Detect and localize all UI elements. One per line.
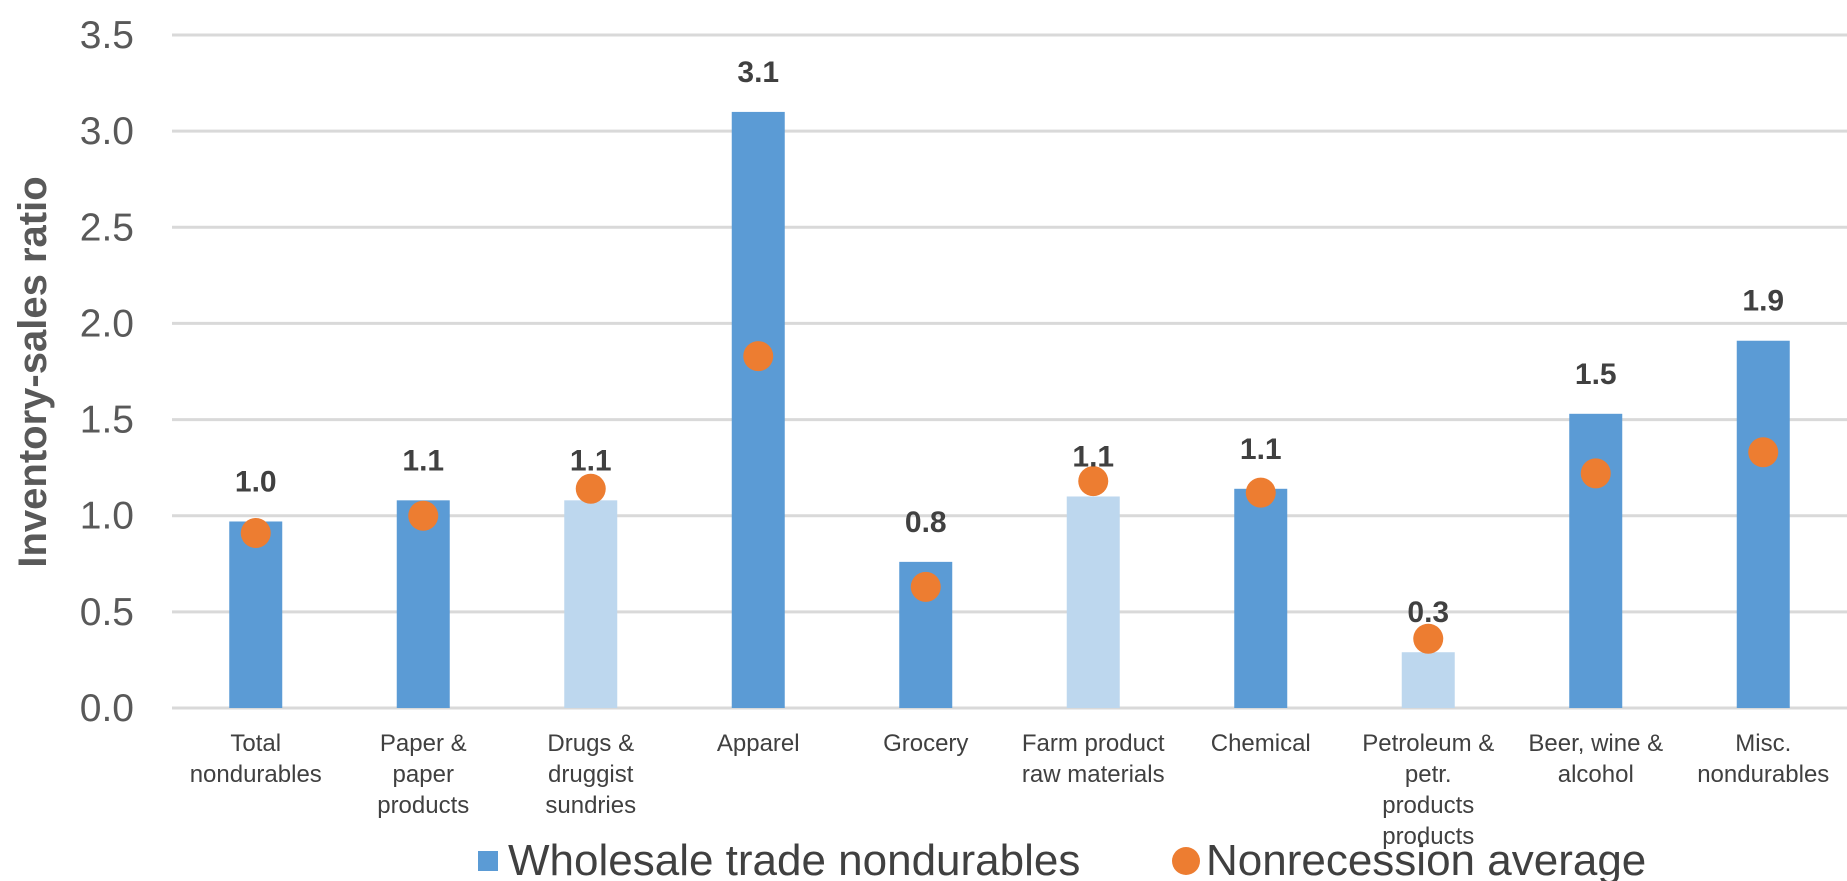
category-label: products	[1382, 792, 1474, 819]
data-label: 1.1	[1240, 433, 1282, 466]
data-label: 1.5	[1575, 358, 1617, 391]
legend-bar-swatch	[478, 851, 498, 871]
category-label: druggist	[548, 761, 634, 788]
category-label: Beer, wine &	[1528, 730, 1663, 757]
bar	[1234, 488, 1288, 708]
legend-bar-label: Wholesale trade nondurables	[508, 836, 1080, 881]
nonrecession-marker	[1245, 477, 1276, 508]
nonrecession-marker	[1078, 466, 1109, 497]
category-label: Drugs &	[547, 730, 634, 757]
data-label: 3.1	[737, 56, 779, 89]
markers	[240, 341, 1779, 654]
category-label: Farm product	[1022, 730, 1165, 757]
gridlines	[172, 33, 1847, 710]
category-label: paper	[393, 761, 454, 788]
bar	[1569, 413, 1623, 708]
y-tick-label: 1.5	[80, 399, 134, 442]
data-label: 1.9	[1742, 285, 1784, 318]
category-label: products	[377, 792, 469, 819]
category-label: Apparel	[717, 730, 800, 757]
legend: Wholesale trade nondurables Nonrecession…	[478, 836, 1646, 881]
y-tick-label: 2.5	[80, 206, 134, 249]
category-label: alcohol	[1558, 761, 1634, 788]
category-label: nondurables	[1697, 761, 1829, 788]
category-label: Paper &	[380, 730, 467, 757]
nonrecession-marker	[1580, 458, 1611, 489]
nonrecession-marker	[1748, 437, 1779, 468]
bar	[731, 111, 785, 708]
y-axis-title: Inventory-sales ratio	[11, 176, 55, 567]
category-label: raw materials	[1022, 761, 1165, 788]
data-label: 0.8	[905, 506, 947, 539]
category-label: petr.	[1405, 761, 1452, 788]
nonrecession-marker	[575, 473, 606, 504]
category-label: sundries	[545, 792, 636, 819]
nonrecession-marker	[1413, 623, 1444, 654]
legend-marker-label: Nonrecession average	[1206, 836, 1646, 881]
bar	[1401, 652, 1455, 708]
data-label: 1.1	[570, 444, 612, 477]
y-tick-label: 1.0	[80, 495, 134, 538]
y-tick-label: 2.0	[80, 302, 134, 345]
category-label: Total	[230, 730, 281, 757]
y-tick-label: 3.5	[80, 14, 134, 57]
category-label: nondurables	[190, 761, 322, 788]
y-tick-label: 0.5	[80, 591, 134, 634]
data-label: 1.1	[402, 444, 444, 477]
bar	[229, 521, 283, 708]
category-label: Chemical	[1211, 730, 1311, 757]
nonrecession-marker	[910, 571, 941, 602]
data-label: 1.0	[235, 465, 277, 498]
data-labels: 1.0 1.1 1.1 3.1 0.8 1.1 1.1 0.3 1.5 1.9	[235, 56, 1784, 629]
category-label: Petroleum &	[1362, 730, 1494, 757]
nonrecession-marker	[743, 341, 774, 372]
category-label: products	[1382, 823, 1474, 850]
bar	[1066, 496, 1120, 708]
nonrecession-marker	[240, 518, 271, 549]
x-axis-categories: Total nondurables Paper & paper products Drug…	[190, 730, 1830, 850]
bar	[396, 500, 450, 708]
y-axis-ticks: 0.0 0.5 1.0 1.5 2.0 2.5 3.0 3.5	[80, 14, 134, 730]
category-label: Grocery	[883, 730, 968, 757]
bars	[229, 111, 1790, 708]
category-label: Misc.	[1735, 730, 1791, 757]
bar	[564, 500, 618, 708]
y-tick-label: 0.0	[80, 687, 134, 730]
data-label: 0.3	[1407, 596, 1449, 629]
nonrecession-marker	[408, 500, 439, 531]
y-tick-label: 3.0	[80, 110, 134, 153]
legend-marker-swatch	[1172, 847, 1200, 875]
bar	[1736, 340, 1790, 708]
data-label: 1.1	[1072, 440, 1114, 473]
